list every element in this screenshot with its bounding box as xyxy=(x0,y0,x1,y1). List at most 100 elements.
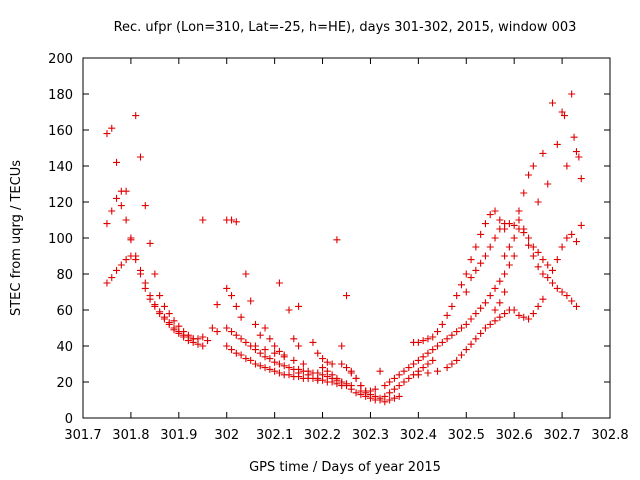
data-point xyxy=(525,234,533,242)
data-point xyxy=(304,371,312,379)
series-sat-i xyxy=(338,356,437,402)
data-point xyxy=(481,324,489,332)
data-point xyxy=(477,329,485,337)
data-point xyxy=(568,90,576,98)
data-point xyxy=(544,274,552,282)
data-point xyxy=(213,301,221,309)
data-point xyxy=(390,385,398,393)
data-point xyxy=(275,360,283,368)
data-point xyxy=(228,292,236,300)
data-point xyxy=(539,295,547,303)
data-point xyxy=(223,342,231,350)
data-point xyxy=(362,389,370,397)
data-point xyxy=(505,243,513,251)
data-point xyxy=(520,189,528,197)
data-point xyxy=(424,369,432,377)
data-point xyxy=(213,328,221,336)
data-point xyxy=(165,319,173,327)
data-point xyxy=(553,256,561,264)
data-point xyxy=(343,292,350,300)
y-tick-label: 60 xyxy=(56,304,73,319)
data-point xyxy=(228,346,236,354)
data-point xyxy=(261,364,269,372)
data-point xyxy=(462,320,470,328)
data-point xyxy=(395,371,403,379)
data-point xyxy=(429,356,437,364)
data-point xyxy=(525,171,533,179)
data-point xyxy=(290,356,298,364)
data-point xyxy=(180,328,188,336)
data-point xyxy=(534,248,542,256)
y-tick-label: 160 xyxy=(48,124,73,139)
data-point xyxy=(539,149,547,157)
data-point xyxy=(271,349,279,357)
data-point xyxy=(491,207,499,215)
data-point xyxy=(453,292,461,300)
x-tick-label: 302.6 xyxy=(496,428,533,443)
data-point xyxy=(429,346,437,354)
data-point xyxy=(515,311,523,319)
data-point xyxy=(424,335,432,343)
data-point xyxy=(309,338,317,346)
data-point xyxy=(295,342,303,350)
data-point xyxy=(467,256,475,264)
data-point xyxy=(496,277,504,285)
data-point xyxy=(151,270,159,278)
data-point xyxy=(366,387,374,395)
data-point xyxy=(549,279,557,287)
data-point xyxy=(438,320,446,328)
data-point xyxy=(113,266,121,274)
data-point xyxy=(505,220,513,228)
data-point xyxy=(184,331,192,339)
data-point xyxy=(232,218,240,226)
data-point xyxy=(563,234,571,242)
data-point xyxy=(343,382,350,390)
data-point xyxy=(108,274,116,282)
data-point xyxy=(395,382,403,390)
data-point xyxy=(117,261,125,269)
data-point xyxy=(328,360,336,368)
data-point xyxy=(400,378,408,386)
data-point xyxy=(170,317,178,325)
data-point xyxy=(560,112,568,120)
data-point xyxy=(558,108,566,116)
x-axis-label: GPS time / Days of year 2015 xyxy=(249,460,441,475)
data-point xyxy=(486,292,494,300)
data-point xyxy=(501,252,509,260)
data-point xyxy=(223,324,231,332)
data-point xyxy=(520,313,528,321)
data-point xyxy=(491,234,499,242)
y-tick-label: 40 xyxy=(56,340,73,355)
x-tick-label: 302.1 xyxy=(256,428,293,443)
data-point xyxy=(347,385,355,393)
data-point xyxy=(577,175,585,183)
data-point xyxy=(156,292,164,300)
data-point xyxy=(568,297,576,305)
data-point xyxy=(338,360,346,368)
data-point xyxy=(127,236,135,244)
data-point xyxy=(443,364,451,372)
data-point xyxy=(371,392,379,400)
data-point xyxy=(467,340,475,348)
data-point xyxy=(376,394,384,402)
data-point xyxy=(103,220,111,228)
data-point xyxy=(534,302,542,310)
data-point xyxy=(261,324,269,332)
data-point xyxy=(175,322,183,330)
data-point xyxy=(352,389,360,397)
data-point xyxy=(467,274,475,282)
data-point xyxy=(481,220,489,228)
data-point xyxy=(491,284,499,292)
data-point xyxy=(371,385,379,393)
data-point xyxy=(295,369,303,377)
series-sat-f xyxy=(223,324,355,390)
x-tick-label: 302.2 xyxy=(304,428,341,443)
data-point xyxy=(462,288,470,296)
data-point xyxy=(553,140,561,148)
x-tick-label: 301.8 xyxy=(112,428,149,443)
data-point xyxy=(247,297,255,305)
data-point xyxy=(534,198,542,206)
data-point xyxy=(228,328,236,336)
data-point xyxy=(390,394,398,402)
